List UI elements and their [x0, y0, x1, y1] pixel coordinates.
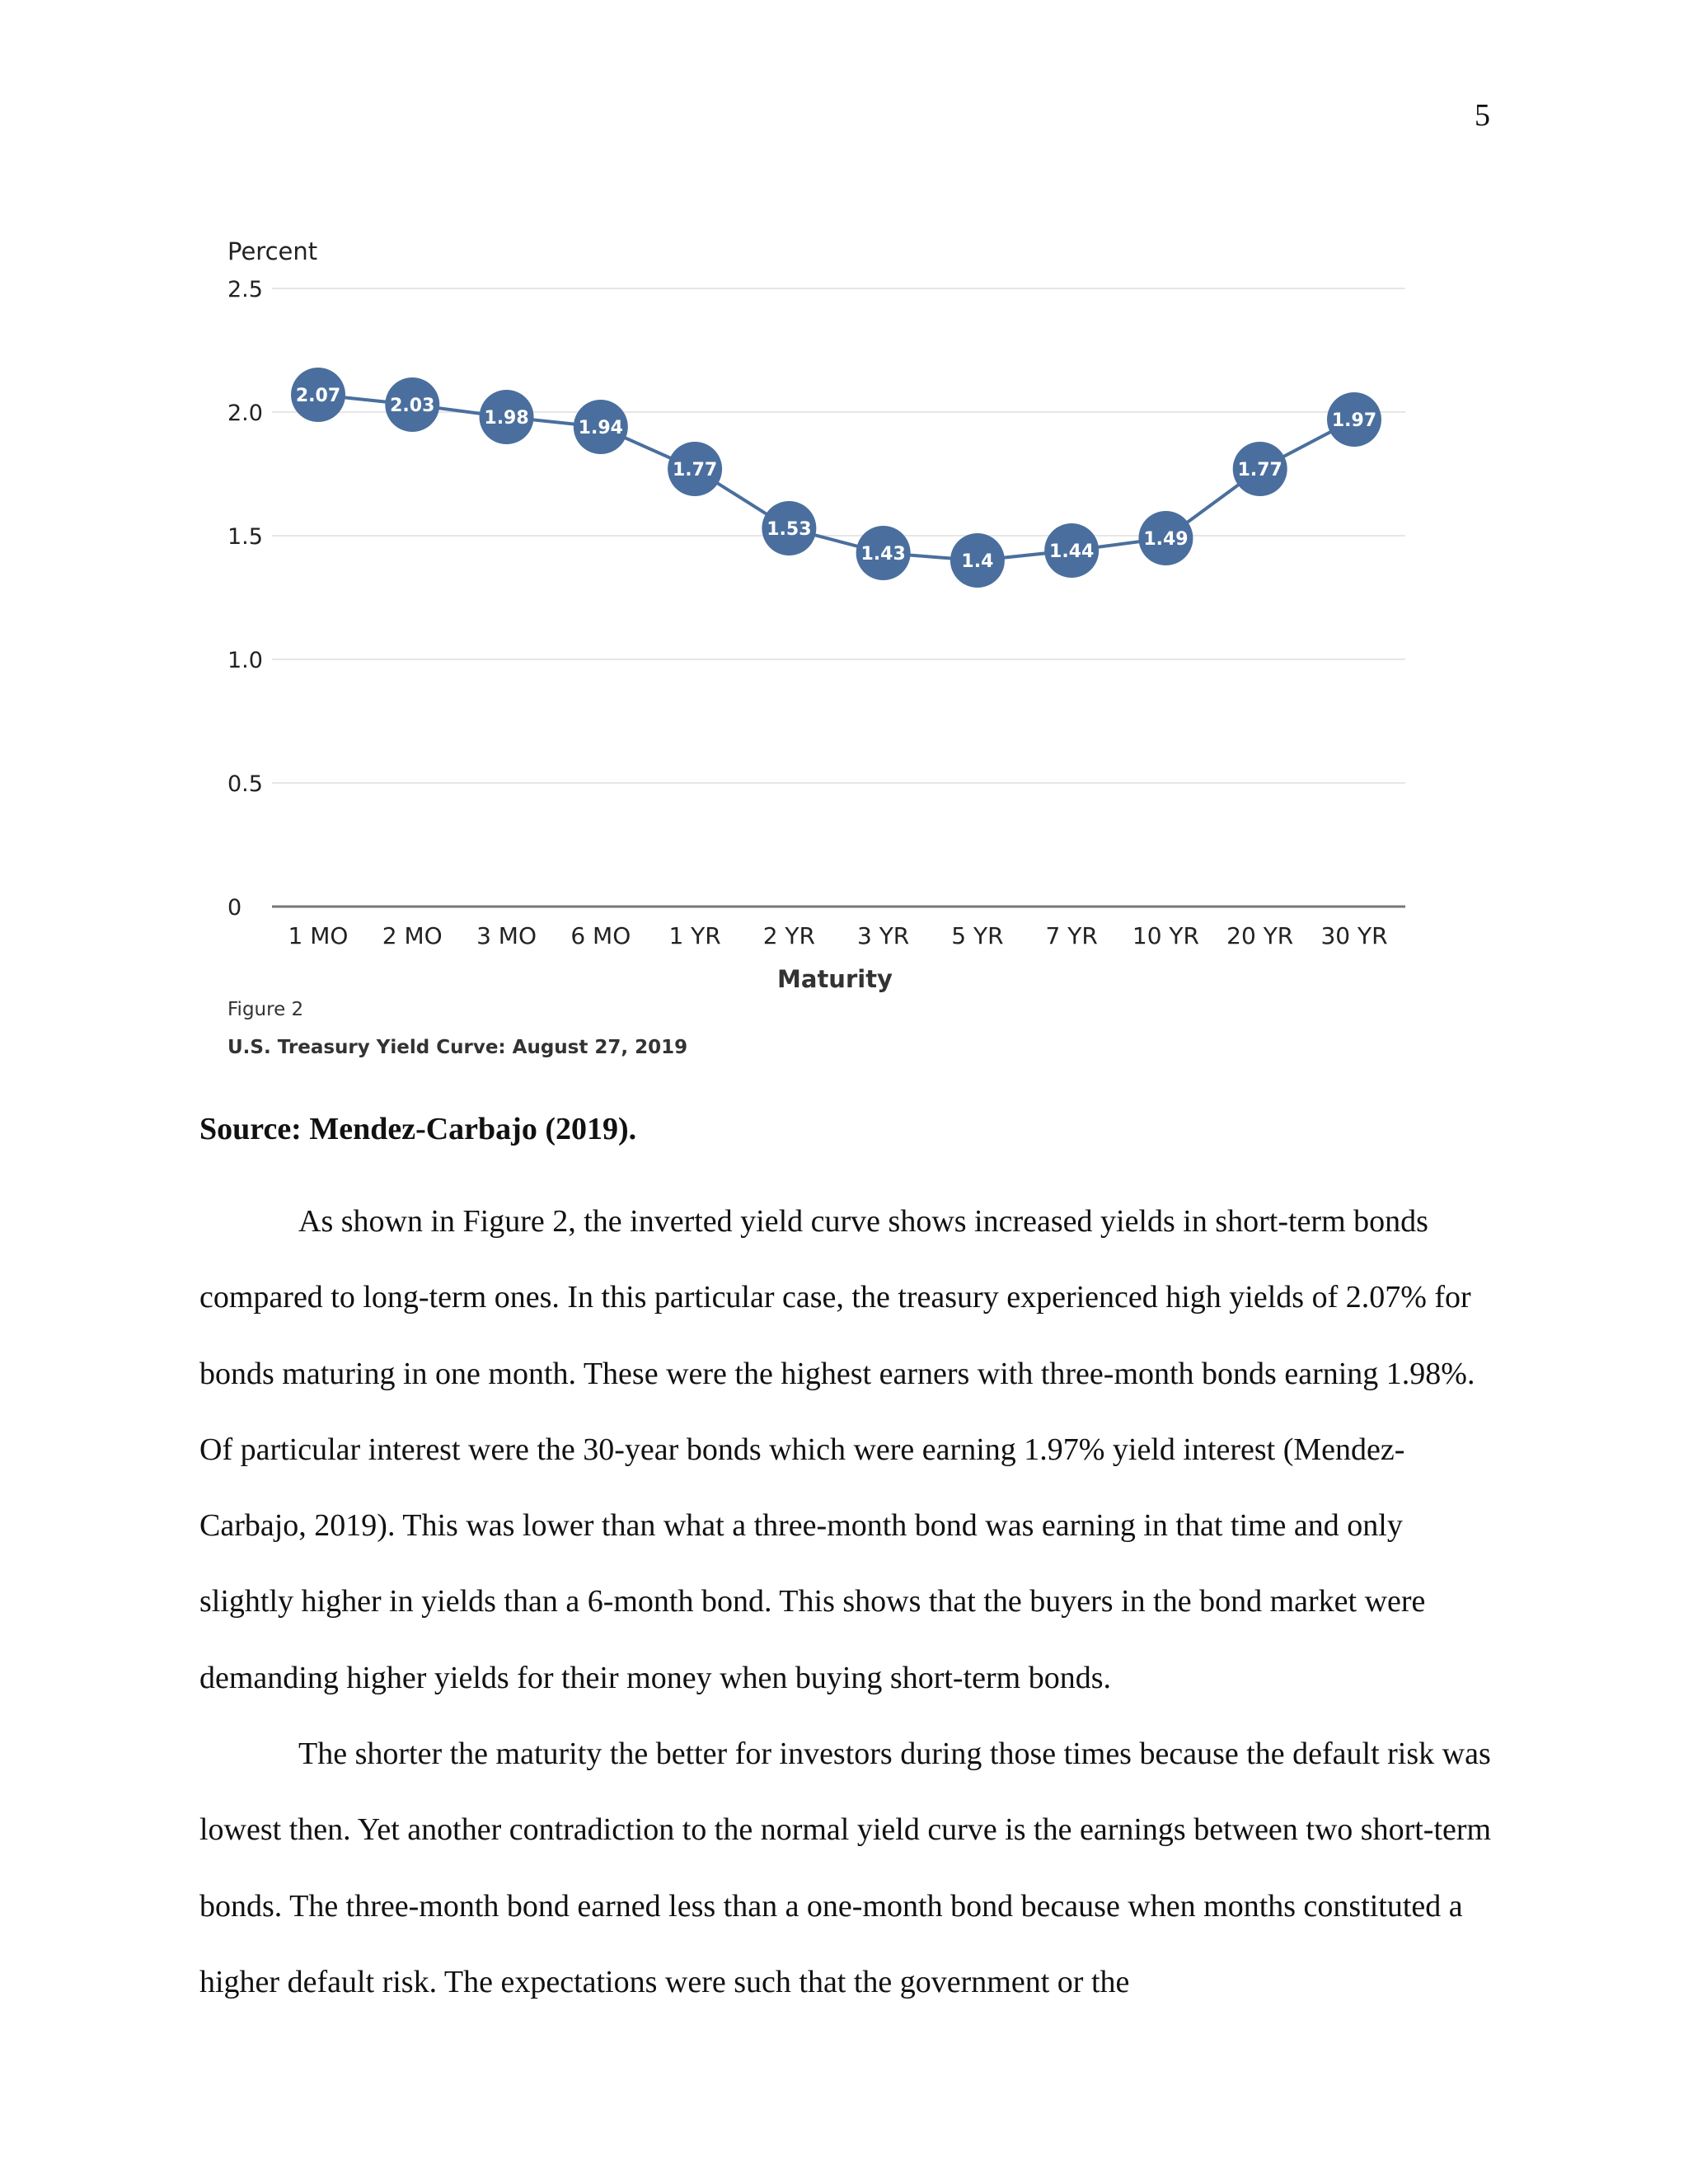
figure-label: Figure 2: [227, 999, 304, 1020]
y-tick-label: 1.0: [227, 648, 263, 673]
paragraph-2: The shorter the maturity the better for …: [199, 1736, 1492, 1999]
source-citation: Source: Mendez-Carbajo (2019).: [199, 1112, 637, 1146]
data-point: [291, 368, 345, 422]
page-number: 5: [1475, 98, 1490, 133]
data-point: [762, 501, 817, 555]
x-axis-label: Maturity: [777, 965, 893, 993]
data-label: 2.03: [390, 396, 434, 416]
data-label: 1.53: [767, 519, 811, 540]
data-label: 1.77: [1238, 460, 1282, 480]
y-tick-label: 0.5: [227, 771, 263, 797]
x-tick-label: 30 YR: [1320, 922, 1387, 949]
x-tick-label: 3 MO: [476, 922, 537, 949]
data-point: [1232, 442, 1287, 496]
x-tick-label: 7 YR: [1046, 922, 1098, 949]
x-tick-label: 20 YR: [1226, 922, 1293, 949]
x-tick-label: 2 MO: [382, 922, 443, 949]
data-label: 1.4: [961, 551, 993, 572]
data-label: 2.07: [296, 386, 340, 406]
y-tick-label: 2.0: [227, 401, 263, 426]
data-label: 1.43: [860, 544, 905, 565]
x-tick-label: 2 YR: [763, 922, 815, 949]
y-tick-label: 1.5: [227, 524, 263, 550]
data-label: 1.94: [579, 418, 623, 438]
figure-caption: U.S. Treasury Yield Curve: August 27, 20…: [227, 1037, 688, 1058]
x-tick-label: 1 MO: [288, 922, 349, 949]
x-tick-label: 10 YR: [1132, 922, 1199, 949]
y-tick-label: 2.5: [227, 277, 263, 302]
x-tick-label: 1 YR: [668, 922, 720, 949]
y-axis-label: Percent: [227, 237, 317, 265]
data-label: 1.98: [484, 408, 528, 429]
data-label: 1.44: [1049, 541, 1094, 562]
data-point: [950, 533, 1005, 588]
yield-curve-figure: Percent Maturity 0 0.5 1.0 1.5 2.0 2.5 1 MO 2 M…: [198, 223, 1467, 1088]
body-text: As shown in Figure 2, the inverted yield…: [199, 1183, 1502, 2020]
data-label: 1.77: [673, 460, 717, 480]
paragraph-1: As shown in Figure 2, the inverted yield…: [199, 1204, 1475, 1695]
data-point: [856, 526, 911, 580]
x-tick-label: 3 YR: [857, 922, 909, 949]
data-point: [573, 400, 628, 454]
x-tick-label: 5 YR: [951, 922, 1003, 949]
data-point: [668, 442, 723, 496]
data-label: 1.97: [1332, 410, 1376, 431]
data-point: [1138, 511, 1193, 565]
data-label: 1.49: [1143, 529, 1188, 550]
y-tick-label: 0: [227, 895, 241, 921]
data-point: [385, 377, 440, 432]
yield-curve-chart: Percent Maturity 0 0.5 1.0 1.5 2.0 2.5 1 MO 2 M…: [227, 237, 1405, 993]
data-point: [1044, 523, 1100, 578]
data-point: [1327, 392, 1381, 447]
x-tick-label: 6 MO: [570, 922, 631, 949]
data-point: [479, 390, 534, 444]
